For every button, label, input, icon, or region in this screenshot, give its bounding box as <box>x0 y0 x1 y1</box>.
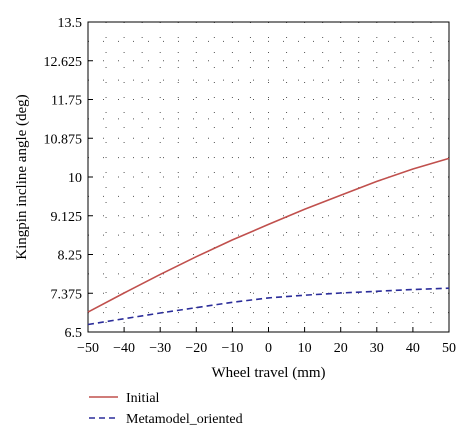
y-tick-label: 10.875 <box>44 132 83 147</box>
series-line-initial <box>87 157 450 313</box>
y-tick-label: 12.625 <box>44 55 83 70</box>
y-tick-label: 13.5 <box>58 16 83 31</box>
x-tick-label: −30 <box>149 341 171 356</box>
x-tick-label: −40 <box>113 341 135 356</box>
x-tick-label: 40 <box>406 341 420 356</box>
legend: Initial Metamodel_oriented <box>89 391 243 427</box>
x-tick-label: −50 <box>77 341 99 356</box>
y-tick-label: 9.125 <box>51 210 83 225</box>
x-tick-label: 50 <box>442 341 456 356</box>
y-axis-title: Kingpin incline angle (deg) <box>14 94 30 259</box>
x-tick-label: 10 <box>298 341 312 356</box>
x-axis-title: Wheel travel (mm) <box>211 365 325 381</box>
x-tick-label: 0 <box>265 341 272 356</box>
y-tick-label: 7.375 <box>51 287 83 302</box>
x-tick-label: −20 <box>185 341 207 356</box>
axis-ticks: −50 −40 −30 −20 −10 0 10 20 30 40 50 6.5 7.375 8.25 9.… <box>44 16 457 356</box>
series-line-metamodel-oriented <box>87 287 450 326</box>
x-tick-label: −10 <box>221 341 243 356</box>
series-lines <box>87 157 450 326</box>
y-tick-label: 8.25 <box>58 249 83 264</box>
legend-label: Initial <box>126 391 160 406</box>
y-tick-label: 10 <box>68 171 82 186</box>
x-tick-label: 20 <box>334 341 348 356</box>
y-tick-label: 11.75 <box>51 94 82 109</box>
y-tick-label: 6.5 <box>65 326 83 341</box>
x-tick-label: 30 <box>370 341 384 356</box>
grid <box>88 22 449 332</box>
legend-label: Metamodel_oriented <box>126 412 243 427</box>
